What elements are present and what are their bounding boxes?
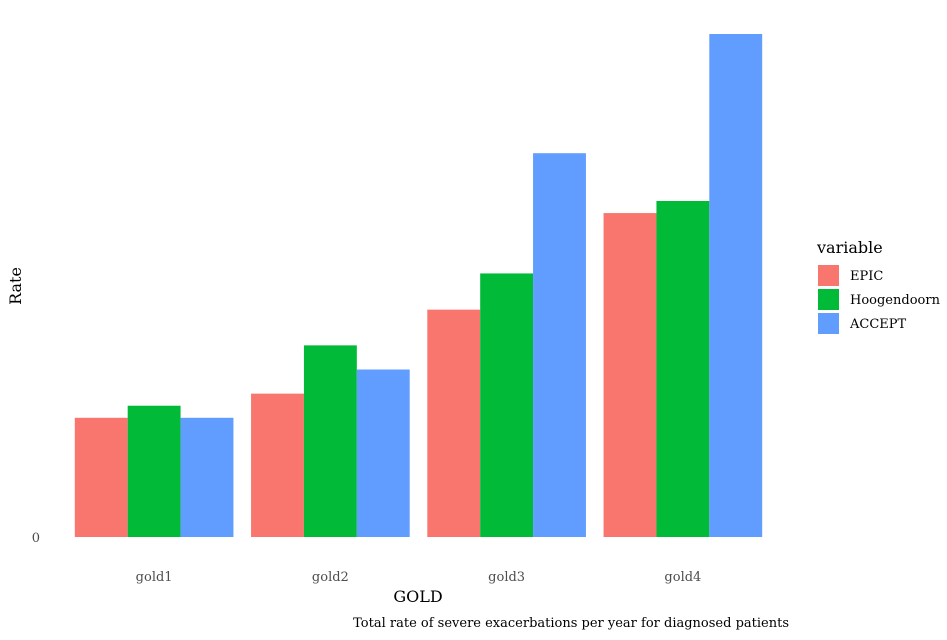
legend-title: variable — [816, 238, 883, 257]
bar-gold2-accept — [356, 369, 410, 537]
legend-key-hoogendoorn — [818, 289, 839, 310]
bar-gold2-hoogendoorn — [303, 345, 357, 537]
y-tick-label: 0 — [32, 531, 40, 546]
legend-key-epic — [818, 265, 839, 286]
x-ticks: gold1 gold2 gold3 gold4 — [136, 570, 702, 585]
legend-key-accept — [818, 313, 839, 334]
bar-gold3-hoogendoorn — [480, 273, 534, 537]
bars-layer — [74, 34, 763, 537]
bar-gold4-epic — [603, 213, 657, 537]
bar-gold4-accept — [709, 34, 763, 537]
y-ticks: 0 — [32, 531, 40, 546]
bar-gold1-hoogendoorn — [127, 405, 181, 537]
legend-label-epic: EPIC — [850, 269, 883, 284]
bar-gold3-accept — [533, 153, 586, 537]
y-axis-title: Rate — [6, 267, 25, 305]
bar-gold1-accept — [180, 417, 234, 537]
x-axis-title: GOLD — [393, 587, 442, 606]
bar-gold4-hoogendoorn — [656, 201, 710, 537]
bar-gold3-epic — [427, 309, 481, 537]
x-tick-label: gold1 — [136, 570, 173, 585]
x-tick-label: gold3 — [488, 570, 525, 585]
bar-gold1-epic — [74, 417, 128, 537]
legend-label-accept: ACCEPT — [849, 317, 907, 332]
x-tick-label: gold4 — [664, 570, 701, 585]
legend: variable EPIC Hoogendoorn ACCEPT — [816, 238, 941, 334]
x-tick-label: gold2 — [312, 570, 349, 585]
bar-gold2-epic — [251, 393, 304, 537]
legend-label-hoogendoorn: Hoogendoorn — [850, 293, 941, 308]
caption: Total rate of severe exacerbations per y… — [353, 616, 789, 631]
